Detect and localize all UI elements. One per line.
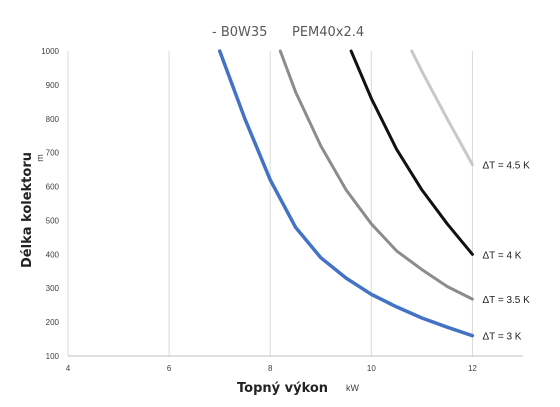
series-line <box>349 49 474 256</box>
series-label: ΔT = 3 K <box>482 332 521 343</box>
series-label: ΔT = 4.5 K <box>482 161 530 172</box>
y-tick-label: 800 <box>46 115 60 124</box>
y-axis-unit: m <box>35 154 45 162</box>
series-labels: ΔT = 3 K ΔT = 3.5 K ΔT = 4 K ΔT = 4.5 K <box>482 161 530 343</box>
x-tick-label: 6 <box>167 364 172 373</box>
axis-layer: 4 6 8 10 12 100 200 300 400 500 600 700 800 900 1000 <box>41 47 523 373</box>
y-tick-label: 400 <box>46 250 60 259</box>
y-tick-label: 900 <box>46 81 60 90</box>
y-axis-title: Délka kolektoru <box>20 152 35 268</box>
x-tick-label: 12 <box>468 364 477 373</box>
series-line <box>410 49 474 166</box>
series-label: ΔT = 3.5 K <box>482 295 530 306</box>
x-tick-label: 10 <box>367 364 376 373</box>
x-tick-label: 4 <box>66 364 71 373</box>
y-tick-label: 1000 <box>41 47 59 56</box>
x-axis-unit: kW <box>346 383 360 393</box>
y-tick-label: 200 <box>46 318 60 327</box>
series-label: ΔT = 4 K <box>482 250 521 261</box>
series-line <box>278 49 474 301</box>
y-tick-label: 600 <box>46 183 60 192</box>
series-layer <box>217 49 475 338</box>
chart-title-part-2: PEM40x2.4 <box>292 25 364 40</box>
x-axis-title: Topný výkon <box>237 381 328 396</box>
y-tick-label: 700 <box>46 149 60 158</box>
y-tick-label: 300 <box>46 284 60 293</box>
y-tick-label: 500 <box>46 216 60 225</box>
series-line <box>217 49 475 338</box>
y-tick-label: 100 <box>46 352 60 361</box>
x-tick-label: 8 <box>268 364 273 373</box>
grid-layer <box>67 51 473 356</box>
chart-title-part-1: - B0W35 <box>212 25 267 40</box>
